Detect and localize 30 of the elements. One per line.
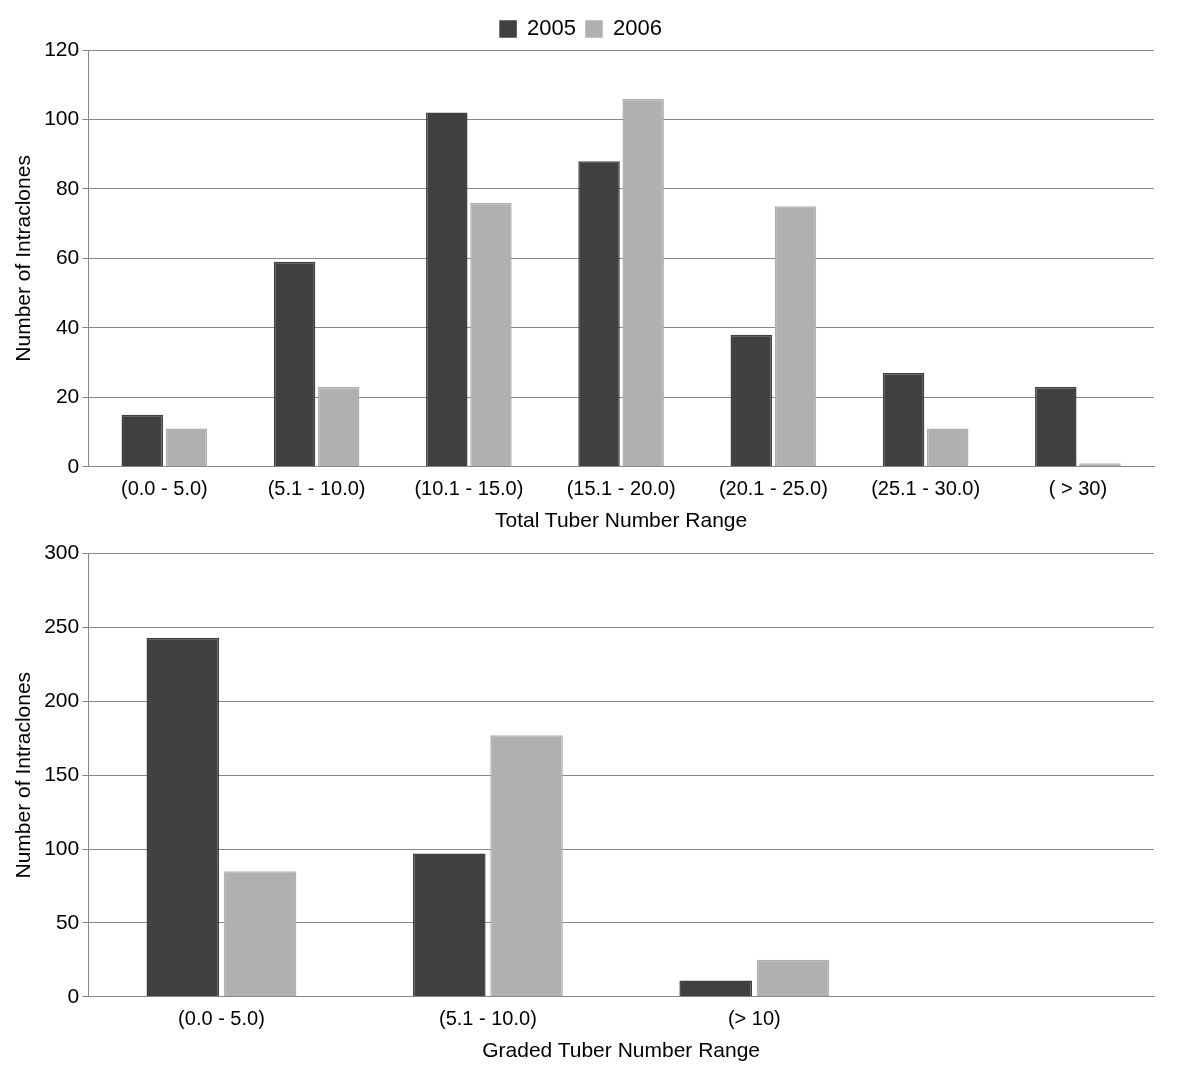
- y-tick-label: 0: [67, 453, 80, 477]
- y-tick-label: 100: [44, 106, 80, 130]
- legend-label: 2006: [613, 15, 662, 41]
- y-tick-label: 200: [44, 688, 80, 712]
- x-tick-label: (5.1 - 10.0): [267, 477, 366, 500]
- x-tick-label: (> 10): [727, 1007, 781, 1030]
- y-tick-label: 120: [44, 36, 80, 60]
- x-tick-label: (20.1 - 25.0): [718, 477, 828, 500]
- y-tick-label: 60: [55, 245, 80, 269]
- x-tick-label: (10.1 - 15.0): [414, 477, 524, 500]
- y-tick-label: 0: [67, 983, 80, 1007]
- y-tick-label: 50: [55, 909, 80, 933]
- y-tick-label: 300: [44, 540, 80, 564]
- x-tick-label: (0.0 - 5.0): [178, 1007, 265, 1030]
- y-tick-label: 150: [44, 762, 80, 785]
- x-axis-title: Graded Tuber Number Range: [482, 1038, 761, 1062]
- x-tick-label: ( > 30): [1048, 477, 1108, 500]
- y-axis-title: Number of Intraclones: [11, 155, 35, 362]
- x-tick-label: (25.1 - 30.0): [871, 477, 981, 500]
- y-tick-label: 40: [55, 314, 80, 338]
- x-tick-label: (0.0 - 5.0): [121, 477, 208, 500]
- y-tick-label: 20: [55, 384, 80, 408]
- y-axis-title: Number of Intraclones: [11, 671, 35, 879]
- y-tick-label: 250: [44, 614, 80, 638]
- y-tick-label: 100: [44, 835, 80, 859]
- x-axis-title: Total Tuber Number Range: [495, 508, 748, 532]
- legend-label: 2005: [527, 15, 577, 41]
- x-tick-label: (15.1 - 20.0): [566, 477, 676, 500]
- y-tick-label: 80: [55, 175, 80, 199]
- x-tick-label: (5.1 - 10.0): [438, 1007, 537, 1030]
